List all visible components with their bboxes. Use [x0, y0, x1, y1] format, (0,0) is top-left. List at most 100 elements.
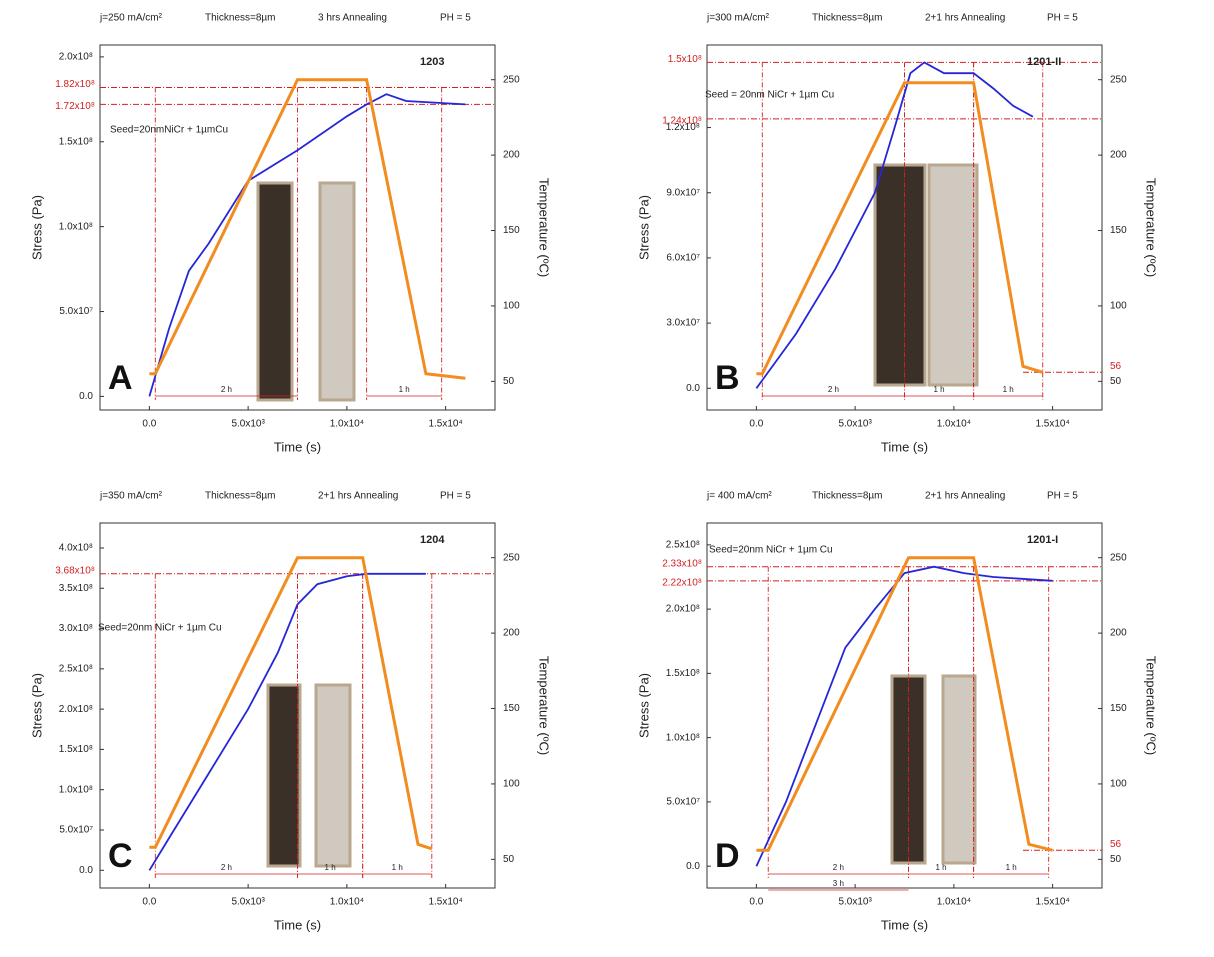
y2-tick-label: 200	[503, 628, 520, 639]
panel-letter: C	[108, 837, 133, 875]
y-tick-label: 2.0x10⁸	[59, 704, 93, 715]
y-tick-label: 3.0x10⁷	[666, 318, 700, 329]
y2-tick-label: 250	[1110, 552, 1127, 563]
span-label: 1 h	[1006, 863, 1017, 872]
y-tick-label: 9.0x10⁷	[666, 187, 700, 198]
temperature-line	[756, 81, 1044, 376]
y2-tick-label: 200	[1110, 628, 1127, 639]
header-text: Thickness=8µm	[205, 491, 276, 502]
y2-tick-label: 150	[503, 225, 520, 236]
y-tick-label: 1.0x10⁸	[666, 732, 700, 743]
y-tick-label: 1.0x10⁸	[59, 221, 93, 232]
sample-photo	[318, 181, 356, 402]
span-label: 2 h	[828, 385, 839, 394]
x-tick-label: 1.0x10⁴	[330, 419, 364, 430]
y2-axis-label: Temperature (ºC)	[537, 178, 552, 277]
panel: j=300 mA/cm² Thickness=8µm 2+1 hrs Anneali…	[636, 13, 1158, 455]
stress-line	[148, 572, 426, 871]
sample-photo	[256, 181, 294, 402]
y2-tick-label: 50	[503, 854, 515, 865]
ref-label: 1.72x10⁸	[55, 101, 95, 112]
panel-letter: A	[108, 359, 133, 397]
x-tick-label: 1.5x10⁴	[428, 897, 462, 908]
header-text: PH = 5	[1047, 13, 1078, 24]
span-label: 1 h	[935, 863, 946, 872]
y2-tick-label: 50	[1110, 854, 1122, 865]
header-text: j=300 mA/cm²	[706, 13, 770, 24]
temperature-line	[149, 556, 433, 851]
header-text: 2+1 hrs Annealing	[925, 13, 1005, 24]
ref-label: 2.22x10⁸	[662, 577, 702, 588]
panel: j=250 mA/cm² Thickness=8µm 3 hrs Annealing…	[29, 13, 551, 455]
header-text: PH = 5	[440, 491, 471, 502]
y-axis-label: Stress (Pa)	[29, 673, 44, 738]
y-tick-label: 0.0	[79, 391, 93, 402]
sample-photo	[314, 683, 352, 868]
header-text: 2+1 hrs Annealing	[318, 491, 398, 502]
sample-photo	[927, 163, 979, 387]
ref-label: 3.68x10⁸	[55, 565, 95, 576]
x-tick-label: 5.0x10³	[838, 419, 872, 430]
header-text: j=250 mA/cm²	[99, 13, 163, 24]
y2-tick-label: 100	[1110, 779, 1127, 790]
span-label: 1 h	[325, 863, 336, 872]
y2-tick-label: 150	[1110, 225, 1127, 236]
y2-axis-label: Temperature (ºC)	[1144, 656, 1159, 755]
span-label: 1 h	[1003, 385, 1014, 394]
seed-text: Seed = 20nm NiCr + 1µm Cu	[705, 90, 834, 101]
y-tick-label: 1.5x10⁸	[59, 744, 93, 755]
x-tick-label: 0.0	[142, 897, 156, 908]
ref-label: 1.5x10⁸	[668, 54, 702, 65]
y2-tick-label: 250	[503, 74, 520, 85]
stress-line	[755, 565, 1053, 867]
y-tick-label: 2.0x10⁸	[59, 52, 93, 63]
panel: j=350 mA/cm² Thickness=8µm 2+1 hrs Anneali…	[29, 491, 551, 933]
y2-tick-label: 150	[503, 703, 520, 714]
header-text: j=350 mA/cm²	[99, 491, 163, 502]
y-tick-label: 2.5x10⁸	[59, 663, 93, 674]
ref-label: 1.82x10⁸	[55, 79, 95, 90]
sample-photo	[873, 163, 927, 387]
panel-letter: B	[715, 359, 740, 397]
header-text: j= 400 mA/cm²	[706, 491, 772, 502]
sample-id: 1204	[420, 534, 445, 546]
x-tick-label: 0.0	[749, 897, 763, 908]
span-label: 1 h	[399, 385, 410, 394]
temperature-line	[756, 556, 1053, 852]
x-tick-label: 1.0x10⁴	[937, 419, 971, 430]
y2-tick-label: 100	[503, 301, 520, 312]
span-label: 2 h	[221, 385, 232, 394]
plot-frame	[706, 44, 1103, 411]
stress-line	[148, 93, 466, 397]
sample-id: 1201-I	[1027, 534, 1058, 546]
y-tick-label: 3.0x10⁸	[59, 623, 93, 634]
sample-photo	[941, 674, 977, 865]
ref-label: 56	[1110, 361, 1122, 372]
temperature-line	[149, 78, 466, 380]
sample-id: 1201-II	[1027, 56, 1061, 68]
ref-label: 2.33x10⁸	[662, 558, 702, 569]
y2-tick-label: 250	[503, 552, 520, 563]
y2-tick-label: 200	[503, 150, 520, 161]
plot-frame	[99, 522, 496, 889]
y-tick-label: 1.5x10⁸	[59, 136, 93, 147]
y-tick-label: 6.0x10⁷	[666, 253, 700, 264]
y2-tick-label: 100	[503, 779, 520, 790]
y2-axis-label: Temperature (ºC)	[1144, 178, 1159, 277]
sample-photo	[266, 683, 302, 868]
y2-tick-label: 250	[1110, 74, 1127, 85]
y2-tick-label: 150	[1110, 703, 1127, 714]
x-axis-label: Time (s)	[881, 917, 928, 932]
span-label: 2 h	[833, 863, 844, 872]
y-axis-label: Stress (Pa)	[636, 195, 651, 260]
span-label: 1 h	[392, 863, 403, 872]
x-axis-label: Time (s)	[274, 439, 321, 454]
header-text: PH = 5	[1047, 491, 1078, 502]
x-tick-label: 1.5x10⁴	[428, 419, 462, 430]
x-tick-label: 1.5x10⁴	[1035, 897, 1069, 908]
x-tick-label: 1.0x10⁴	[330, 897, 364, 908]
seed-text: Seed=20nm NiCr + 1µm Cu	[98, 623, 222, 634]
y-tick-label: 5.0x10⁷	[59, 306, 93, 317]
header-text: Thickness=8µm	[812, 13, 883, 24]
